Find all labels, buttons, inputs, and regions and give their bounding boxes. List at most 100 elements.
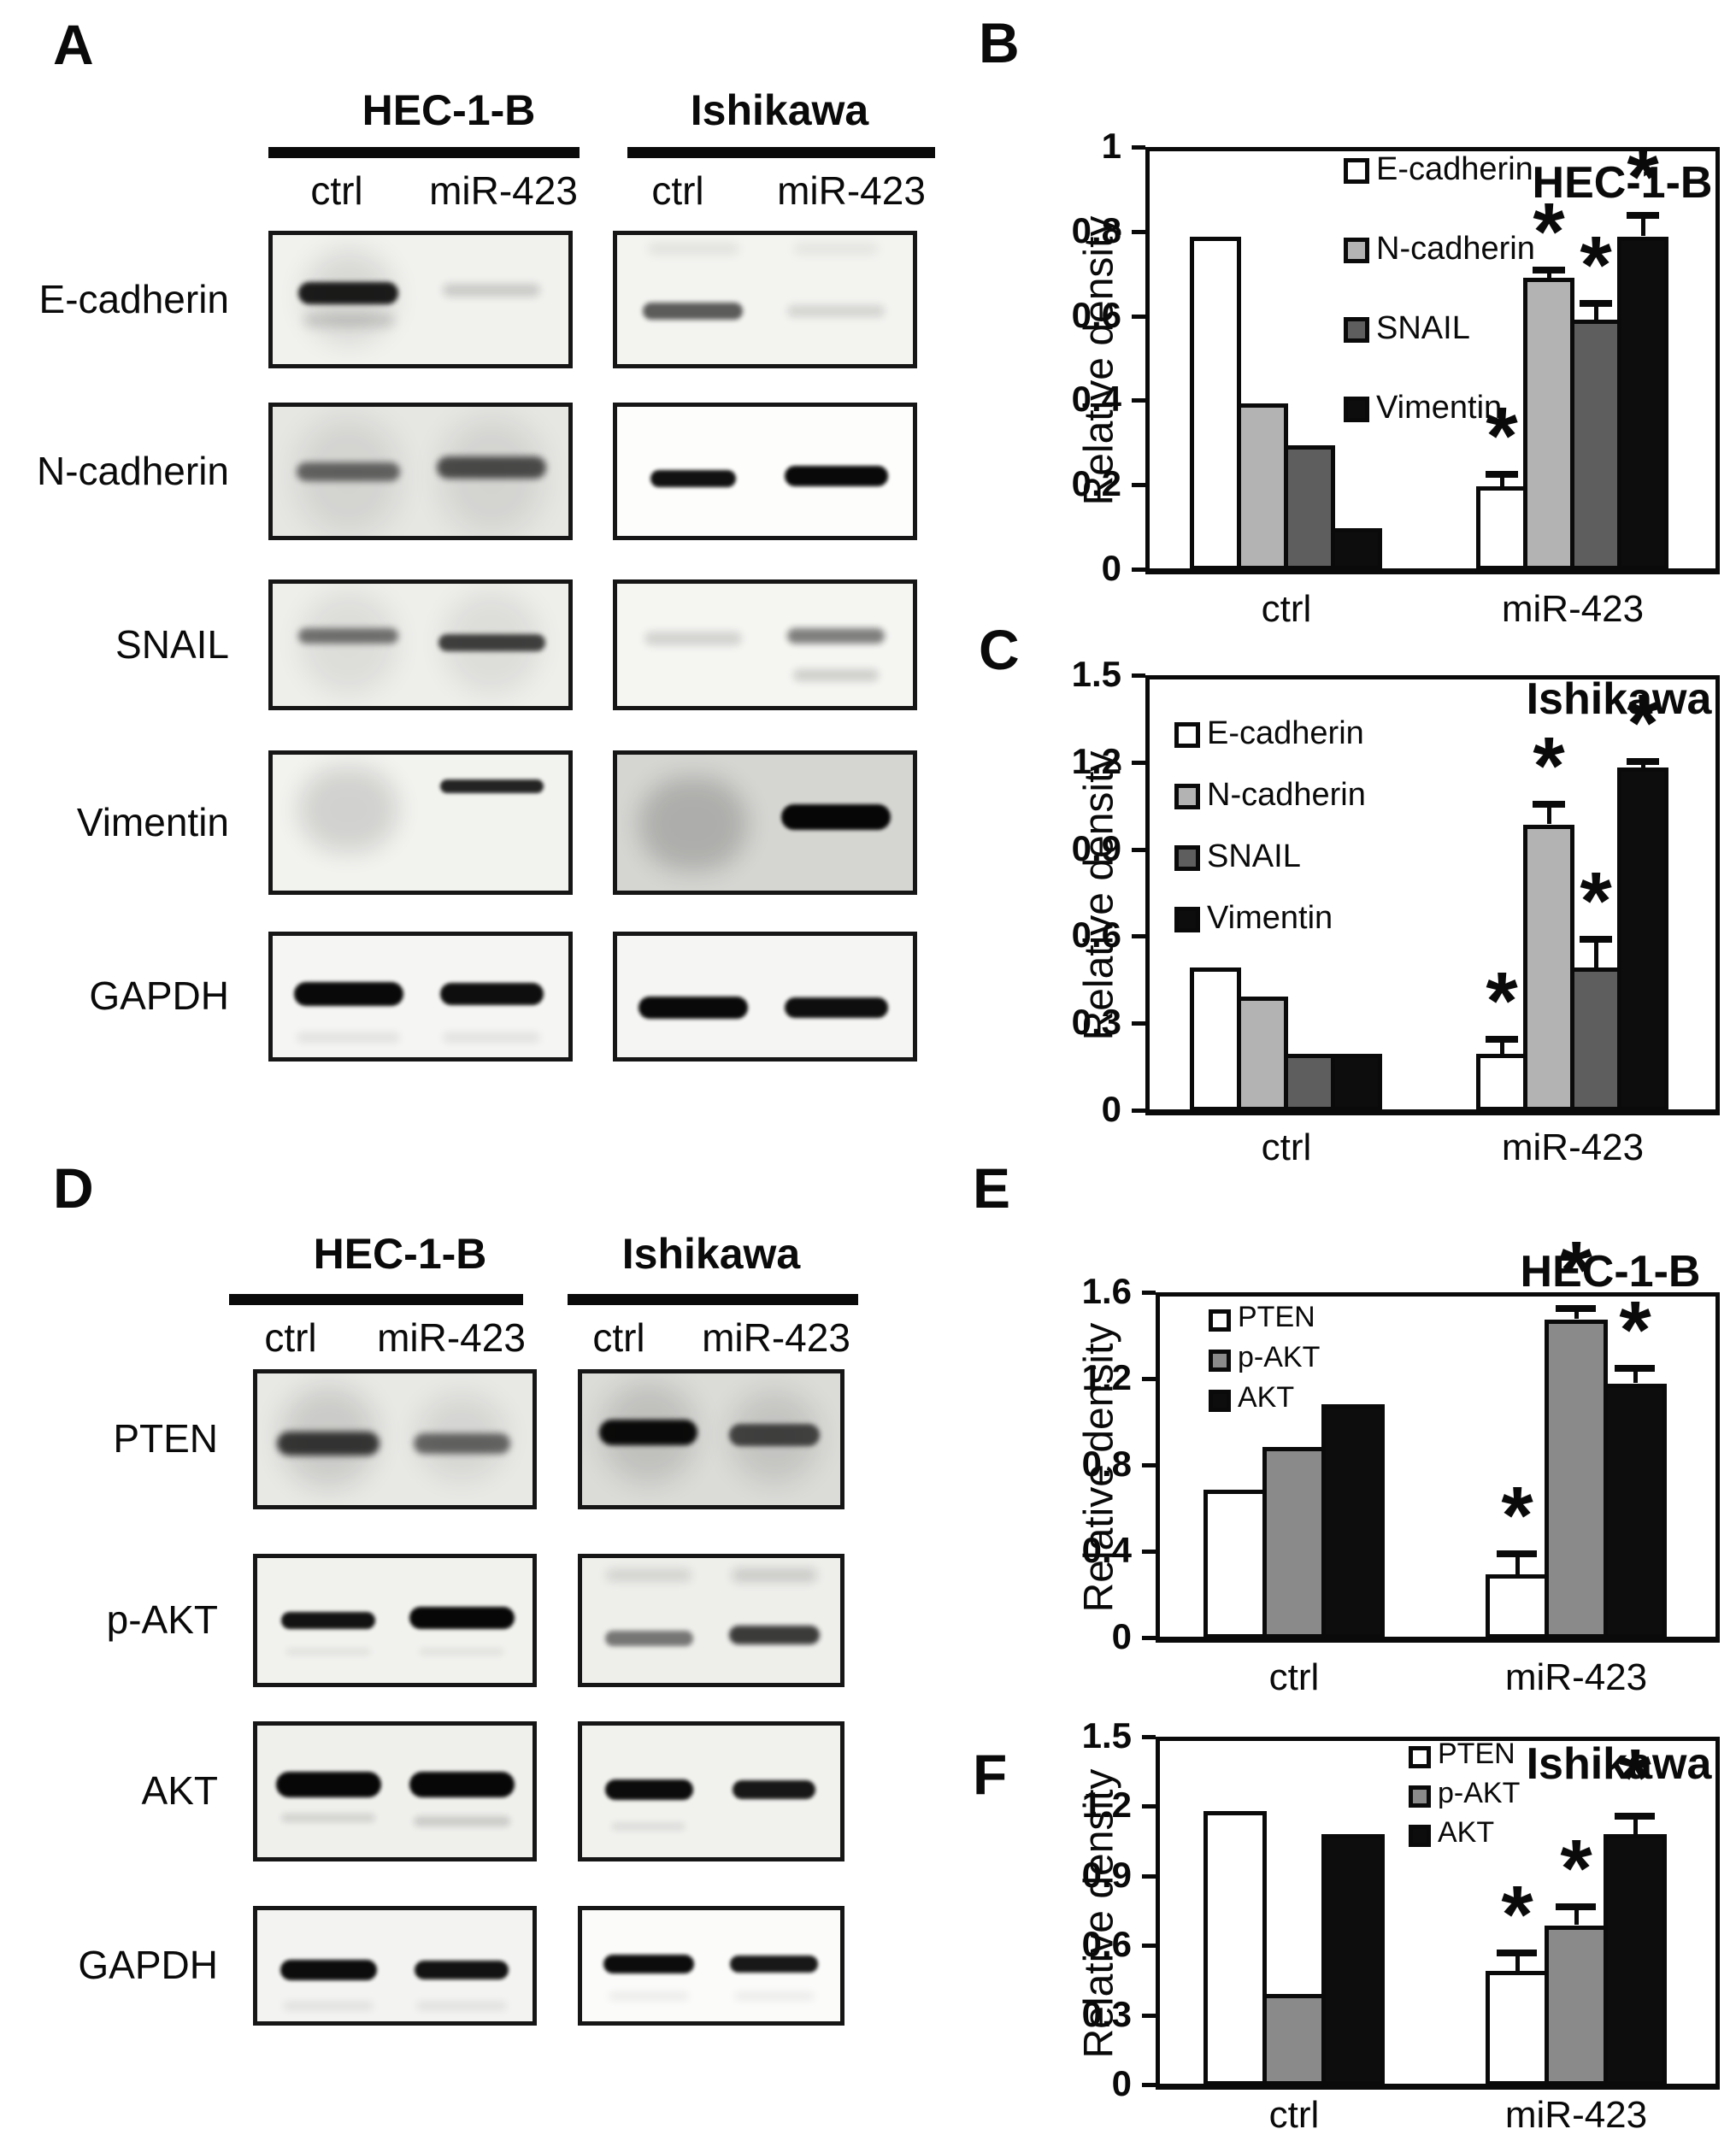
blot-band <box>785 466 888 486</box>
y-axis-label-c: Relative density <box>1076 750 1122 1041</box>
blot-band <box>414 1816 510 1826</box>
y-tick-label: 1.2 <box>1081 1357 1132 1397</box>
y-tick-mark <box>1132 934 1145 938</box>
y-tick-mark <box>1142 1377 1156 1381</box>
blot-band <box>785 997 888 1018</box>
blot-band <box>643 303 743 320</box>
legend-marker-e-PTEN <box>1209 1309 1231 1332</box>
legend-label-f-PTEN: PTEN <box>1438 1738 1515 1770</box>
y-tick-mark <box>1132 1109 1145 1113</box>
blot-band <box>440 983 544 1005</box>
header-underline <box>268 147 580 158</box>
significance-asterisk: * <box>1501 1869 1533 1961</box>
bar-f-AKT-miR-423 <box>1604 1834 1667 2085</box>
legend-marker-b-N-cadherin <box>1344 238 1369 263</box>
y-tick-label: 0.9 <box>1081 1855 1132 1895</box>
blot-band <box>443 284 540 297</box>
significance-asterisk: * <box>1533 186 1565 278</box>
bar-e-PTEN-ctrl <box>1203 1490 1267 1638</box>
blot-band <box>603 1955 694 1973</box>
legend-marker-c-Vimentin <box>1174 907 1200 932</box>
legend-marker-f-p-AKT <box>1409 1785 1431 1808</box>
blot-band <box>298 282 398 304</box>
legend-marker-c-N-cadherin <box>1174 784 1200 809</box>
y-tick-label: 0.8 <box>1071 210 1121 250</box>
y-tick-label: 0 <box>1101 1089 1121 1129</box>
y-tick-label: 0.3 <box>1081 1994 1132 2034</box>
panel-letter-f: F <box>973 1743 1008 1806</box>
blot-band <box>437 456 546 479</box>
bar-b-SNAIL-ctrl <box>1284 445 1335 570</box>
lane-label: miR-423 <box>377 1315 526 1360</box>
chart-title-b: HEC-1-B <box>1532 158 1713 208</box>
blot-band <box>409 1772 515 1797</box>
protein-label-p-AKT: p-AKT <box>106 1597 218 1642</box>
lane-label: miR-423 <box>429 168 578 213</box>
significance-asterisk: * <box>1486 391 1518 482</box>
blot-box-a-N-cadherin-HEC-1-B <box>268 403 573 540</box>
bar-c-E-cadherin-ctrl <box>1190 967 1241 1111</box>
error-cap <box>1580 300 1612 307</box>
legend-marker-b-SNAIL <box>1344 317 1369 343</box>
protein-label-E-cadherin: E-cadherin <box>38 277 229 321</box>
blot-band <box>281 1814 375 1822</box>
blot-box-d-p-AKT-Ishikawa <box>578 1554 844 1687</box>
blot-box-a-N-cadherin-Ishikawa <box>613 403 917 540</box>
chart-title-c: Ishikawa <box>1526 674 1712 724</box>
bar-b-E-cadherin-ctrl <box>1190 237 1241 570</box>
blot-band <box>285 1648 371 1656</box>
panel-letter-d: D <box>53 1156 94 1220</box>
blot-box-a-Vimentin-HEC-1-B <box>268 750 573 895</box>
error-bar <box>1633 1368 1638 1383</box>
header-underline <box>229 1294 523 1305</box>
y-tick-mark <box>1142 1636 1156 1640</box>
y-tick-mark <box>1142 1735 1156 1739</box>
blot-box-a-GAPDH-Ishikawa <box>613 932 917 1062</box>
y-axis-label-f: Relative density <box>1076 1768 1122 2059</box>
x-category-label-f-ctrl: ctrl <box>1268 2094 1320 2129</box>
blot-band <box>650 470 736 487</box>
bar-e-AKT-miR-423 <box>1604 1384 1667 1638</box>
error-bar <box>1594 303 1598 321</box>
y-tick-label: 0.9 <box>1071 828 1121 868</box>
y-tick-mark <box>1142 1463 1156 1467</box>
blot-band <box>793 669 879 681</box>
blot-band <box>648 243 739 255</box>
cell-line-header-a-0: HEC-1-B <box>362 86 536 134</box>
error-bar <box>1547 804 1551 824</box>
y-tick-label: 0 <box>1101 548 1121 588</box>
legend-label-c-Vimentin: Vimentin <box>1207 900 1333 936</box>
blot-band <box>277 1432 380 1456</box>
lane-label: ctrl <box>592 1315 645 1360</box>
y-tick-label: 1.2 <box>1071 741 1121 781</box>
blot-band <box>638 997 748 1019</box>
y-tick-mark <box>1142 1944 1156 1948</box>
blot-band <box>415 1961 509 1979</box>
error-cap <box>1615 1813 1655 1820</box>
bar-f-PTEN-miR-423 <box>1486 1971 1549 2085</box>
legend-marker-f-PTEN <box>1409 1746 1431 1768</box>
legend-label-b-SNAIL: SNAIL <box>1376 310 1470 346</box>
legend-marker-f-AKT <box>1409 1825 1431 1847</box>
bar-b-SNAIL-miR-423 <box>1570 320 1621 570</box>
significance-asterisk: * <box>1560 1823 1592 1914</box>
error-bar <box>1515 1554 1520 1575</box>
error-cap <box>1497 1550 1537 1557</box>
blot-band <box>297 1032 400 1043</box>
y-tick-label: 0 <box>1111 2063 1132 2103</box>
y-tick-mark <box>1132 230 1145 234</box>
error-bar <box>1574 1309 1579 1319</box>
blot-band <box>419 1648 504 1656</box>
blot-band <box>729 1424 820 1446</box>
blot-band <box>609 1992 689 2000</box>
blot-band <box>793 243 879 255</box>
cell-line-header-a-1: Ishikawa <box>690 86 869 134</box>
legend-label-e-p-AKT: p-AKT <box>1238 1341 1321 1373</box>
protein-label-PTEN: PTEN <box>113 1416 218 1461</box>
chart-title-e: HEC-1-B <box>1520 1247 1701 1297</box>
legend-label-e-AKT: AKT <box>1238 1381 1295 1414</box>
legend-label-b-Vimentin: Vimentin <box>1376 390 1503 426</box>
legend-marker-e-AKT <box>1209 1390 1231 1412</box>
blot-box-a-SNAIL-Ishikawa <box>613 579 917 710</box>
panel-letter-e: E <box>973 1156 1011 1220</box>
